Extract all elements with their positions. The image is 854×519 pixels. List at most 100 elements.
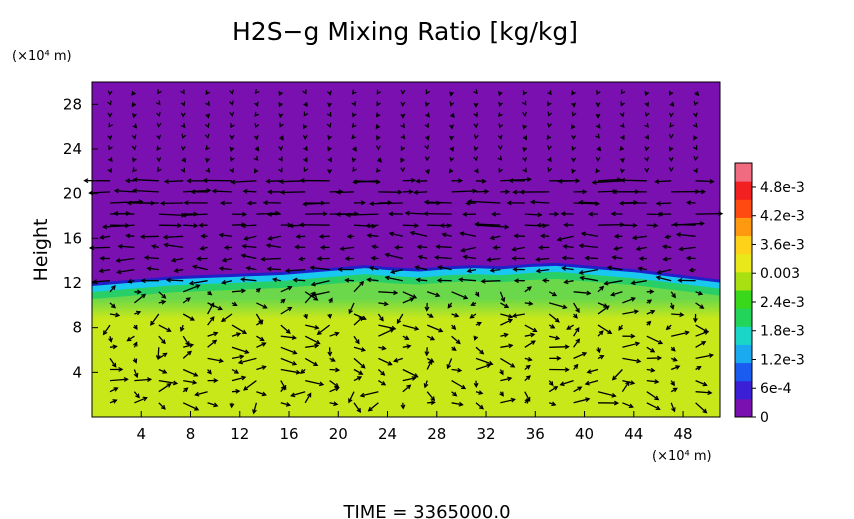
wind-vector [426,313,434,318]
wind-vector [156,134,162,140]
wind-vector [180,101,186,107]
wind-vector [462,211,477,217]
wind-vector [524,399,530,404]
time-label: TIME = 3365000.0 [342,502,510,519]
wind-vector [694,91,700,97]
x-tick-label: 36 [526,425,545,443]
wind-vector [644,91,650,97]
wind-vector [547,157,552,163]
wind-vector [459,231,477,237]
wind-vector [637,266,647,272]
x-tick-label: 12 [230,425,249,443]
wind-vector [511,255,525,261]
wind-vector [280,306,293,315]
wind-vector [327,313,333,320]
wind-vector [375,112,381,118]
wind-vector [231,388,241,394]
wind-vector [571,111,577,117]
wind-vector [541,278,550,283]
wind-vector [158,223,183,228]
wind-vector [254,89,260,95]
x-tick-label: 32 [476,425,495,443]
wind-vector [622,402,634,409]
wind-vector [597,330,604,337]
wind-vector [229,89,234,95]
wind-vector [560,211,574,217]
wind-vector [670,365,681,371]
x-tick-label: 4 [136,425,146,443]
wind-vector [131,134,137,140]
wind-vector [524,356,533,362]
wind-vector [388,231,403,237]
wind-vector [134,310,142,316]
wind-vector [316,324,330,335]
wind-vector [475,402,484,410]
wind-vector [255,287,261,293]
wind-vector [88,245,111,251]
wind-vector [182,350,192,359]
wind-vector [497,155,503,161]
wind-vector [109,377,129,382]
wind-vector [548,324,556,329]
wind-vector [271,277,281,283]
colorbar: 0 6e-4 1.2e-3 1.8e-3 2.4e-3 0.003 3.6e-3 4.2e-3… [734,162,805,426]
wind-vector [305,324,320,330]
colorbar-band [735,380,752,400]
wind-vector [132,123,138,129]
wind-vector [424,302,430,312]
wind-vector [562,244,574,249]
wind-vector [183,188,212,194]
colorbar-band [735,253,752,273]
wind-vector [335,189,355,195]
wind-vector [366,277,379,283]
wind-vector [327,90,332,96]
wind-vector [621,380,630,393]
wind-vector [162,234,184,240]
wind-vector [329,386,340,393]
wind-vector [646,299,653,304]
wind-vector [571,145,577,152]
wind-vector [524,364,531,371]
wind-vector [670,380,675,387]
wind-vector [535,256,550,262]
wind-vector [547,101,552,107]
wind-vector [522,111,527,117]
wind-vector [280,368,301,375]
wind-vector [327,347,333,357]
wind-vector [426,291,441,298]
wind-vector [327,102,333,108]
wind-vector [205,157,211,163]
wind-vector [158,335,166,345]
wind-vector [256,335,265,342]
wind-vector [109,358,117,368]
wind-vector [573,338,581,348]
wind-vector [449,146,454,152]
wind-vector [695,178,715,184]
wind-vector [243,235,257,241]
colorbar-band [735,344,752,364]
wind-vector [353,335,360,345]
wind-vector [199,245,208,251]
wind-vector [511,246,525,252]
wind-vector [475,189,490,195]
wind-vector [113,188,135,194]
wind-vector [256,342,267,348]
wind-vector [597,400,620,406]
wind-vector [646,355,663,361]
wind-vector [611,189,647,195]
wind-vector [163,179,184,184]
wind-vector [571,102,577,108]
wind-vector [409,230,428,237]
wind-vector [253,168,259,174]
y-tick-label: 16 [63,229,82,247]
wind-vector [491,211,501,217]
wind-vector [245,265,257,271]
colorbar-tick-label: 1.2e-3 [760,352,805,368]
wind-vector [319,244,330,250]
wind-vector [229,167,234,174]
wind-vector [223,245,233,251]
wind-vector [218,266,233,272]
wind-vector [143,255,159,261]
wind-vector [512,267,525,272]
wind-vector [388,211,403,217]
